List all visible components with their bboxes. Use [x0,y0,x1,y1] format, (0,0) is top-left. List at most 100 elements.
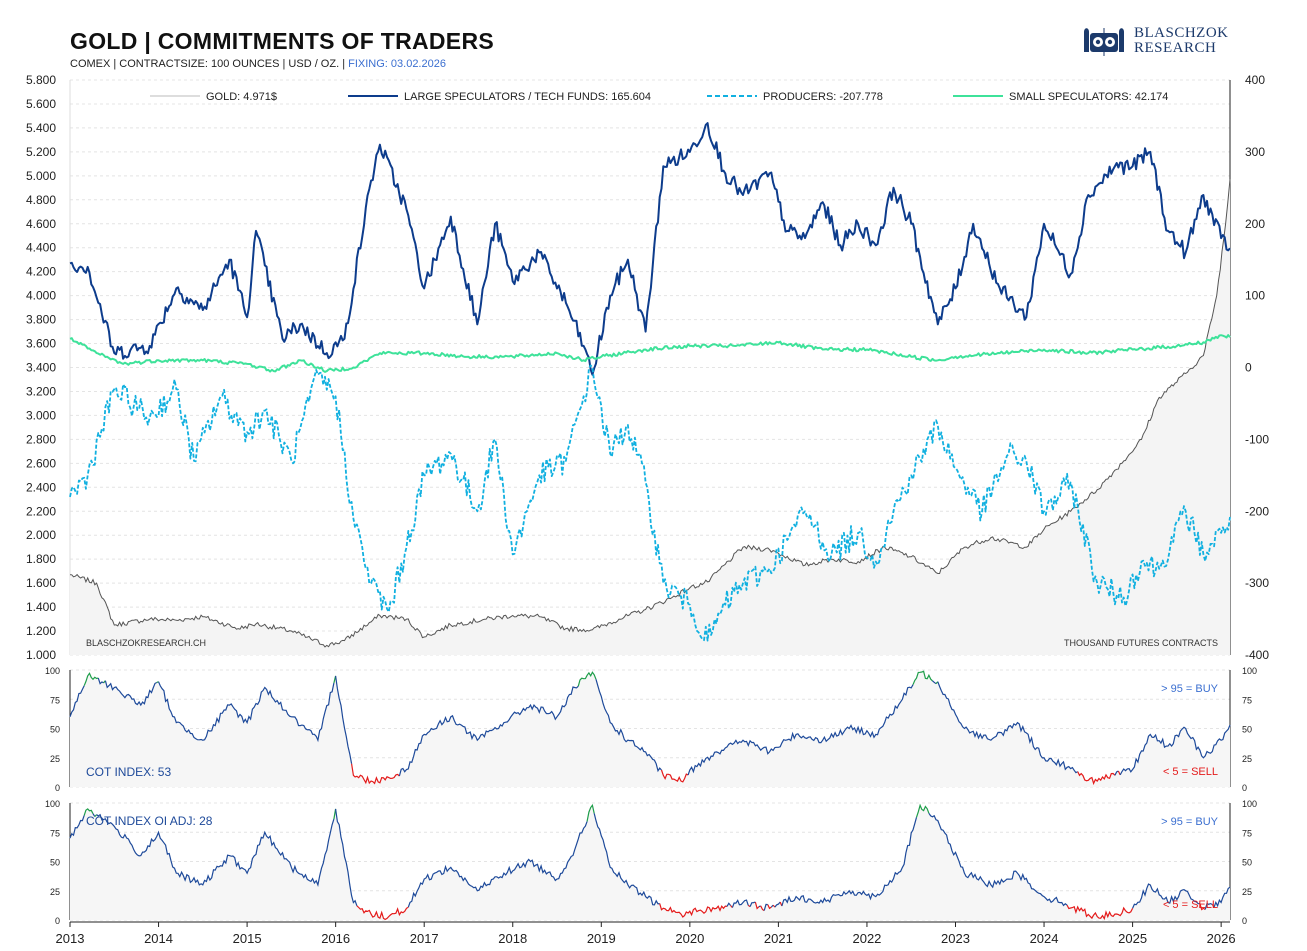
cot-index-line-segment [335,675,353,764]
left-tick-label: 2.000 [26,528,56,542]
cot-index-oi-adj-line-segment [774,901,781,908]
cot-index-line-segment [937,681,1078,774]
legend-gold-label: GOLD: 4.971$ [206,91,277,103]
left-tick-label: 1.800 [26,552,56,566]
left-tick-label: 4.000 [26,289,56,303]
cot-index-sell-label: < 5 = SELL [1163,766,1218,778]
cot-index-line-segment [157,681,335,743]
cot-index-oi-adj-line-segment [335,808,358,906]
x-tick-label: 2019 [587,931,616,946]
cot-index-oi-adj-left-tick: 100 [45,799,60,809]
left-tick-label: 1.200 [26,624,56,638]
cot-index-oi-adj-line-segment [731,899,749,908]
cot-index-line-segment [687,684,914,776]
cot-index-oi-adj-left-tick: 25 [50,887,60,897]
cot-index-oi-adj-right-tick: 75 [1242,828,1252,838]
cot-index-left-tick: 100 [45,666,60,676]
cot-index-line-segment [577,671,597,687]
cot-index-oi-adj-line-segment [96,813,335,887]
right-tick-label: 400 [1245,73,1265,87]
cot-index-oi-adj-left-tick: 50 [50,858,60,868]
chart-subtitle: COMEX | CONTRACTSIZE: 100 OUNCES | USD /… [70,58,446,70]
left-tick-label: 5.800 [26,73,56,87]
cot-index-oi-adj-line-segment [356,905,409,921]
x-tick-label: 2017 [410,931,439,946]
cot-index-line-segment [97,677,104,685]
x-tick-label: 2013 [56,931,85,946]
cot-index-line-segment [1119,724,1231,776]
right-tick-label: 100 [1245,289,1265,303]
cot-index-right-tick: 0 [1242,783,1247,793]
left-tick-label: 2.600 [26,456,56,470]
logo-line2: RESEARCH [1134,40,1217,56]
cot-index-left-tick: 25 [50,754,60,764]
cot-index-line-segment [351,763,400,785]
cot-index-right-tick: 25 [1242,754,1252,764]
cot-index-oi-adj-area [70,805,1230,920]
cot-index-oi-adj-line-segment [915,803,930,818]
logo-text: BLASCHZOK RESEARCH [1134,26,1229,56]
cot-index-area [70,671,1230,787]
cot-index-oi-adj-right-tick: 25 [1242,887,1252,897]
x-tick-label: 2014 [144,931,173,946]
right-tick-label: 0 [1245,361,1252,375]
cot-index-line-segment [912,670,933,685]
cot-index-line-segment [398,685,579,777]
x-tick-label: 2023 [941,931,970,946]
chart-title: GOLD | COMMITMENTS OF TRADERS [70,28,495,54]
cot-index-oi-adj-buy-label: > 95 = BUY [1161,816,1219,828]
cot-index-buy-label: > 95 = BUY [1161,683,1219,695]
cot-index-oi-adj-right-tick: 100 [1242,799,1257,809]
cot-index-oi-adj-right-tick: 0 [1242,916,1247,926]
left-tick-label: 1.600 [26,576,56,590]
right-tick-label: -100 [1245,432,1269,446]
right-axis-label: THOUSAND FUTURES CONTRACTS [1064,638,1218,648]
cot-index-line-segment [1077,771,1116,786]
left-tick-label: 5.200 [26,145,56,159]
cot-index-oi-adj-line-segment [1199,903,1206,911]
left-tick-label: 3.800 [26,313,56,327]
logo-line1: BLASCHZOK [1134,25,1229,41]
cot-index-oi-adj-sell-label: < 5 = SELL [1163,899,1218,911]
x-tick-label: 2020 [675,931,704,946]
left-tick-label: 4.600 [26,217,56,231]
left-tick-label: 2.800 [26,432,56,446]
left-tick-label: 1.400 [26,600,56,614]
left-tick-label: 5.600 [26,97,56,111]
cot-index-oi-adj-line-segment [593,813,660,906]
subtitle-main: COMEX | CONTRACTSIZE: 100 OUNCES | USD /… [70,58,349,70]
x-tick-label: 2025 [1118,931,1147,946]
cot-index-oi-adj-line-segment [1066,904,1134,921]
cot-index-oi-adj-line-segment [928,812,1068,907]
right-tick-label: 200 [1245,217,1265,231]
subtitle-fixing: FIXING: 03.02.2026 [348,58,446,70]
cot-index-line-segment [1114,770,1119,776]
cot-index-line-segment [595,679,662,773]
right-tick-label: -200 [1245,504,1269,518]
small-speculators-line [69,334,1231,373]
left-tick-label: 3.400 [26,361,56,375]
x-tick-label: 2015 [233,931,262,946]
large-speculators-line [69,122,1231,376]
x-tick-label: 2026 [1207,931,1236,946]
logo: BLASCHZOK RESEARCH [1080,24,1250,62]
cot-index-oi-adj-line-segment [1204,902,1213,910]
left-tick-label: 3.000 [26,408,56,422]
left-tick-label: 2.200 [26,504,56,518]
cot-index-oi-adj-line-segment [1132,883,1200,909]
cot-index-left-tick: 0 [55,783,60,793]
cot-index-oi-adj-label: COT INDEX OI ADJ: 28 [86,814,213,828]
cot-index-left-tick: 50 [50,725,60,735]
right-tick-label: -400 [1245,648,1269,662]
cot-index-label: COT INDEX: 53 [86,765,171,779]
cot-index-right-tick: 100 [1242,666,1257,676]
cot-index-oi-adj-line-segment [94,814,98,818]
legend-large-speculators-label: LARGE SPECULATORS / TECH FUNDS: 165.604 [404,91,651,103]
cot-index-right-tick: 75 [1242,695,1252,705]
left-tick-label: 4.200 [26,265,56,279]
left-tick-label: 3.200 [26,384,56,398]
cot-index-line-segment [104,680,158,707]
source-label: BLASCHZOKRESEARCH.CH [86,638,206,648]
left-tick-label: 4.800 [26,193,56,207]
